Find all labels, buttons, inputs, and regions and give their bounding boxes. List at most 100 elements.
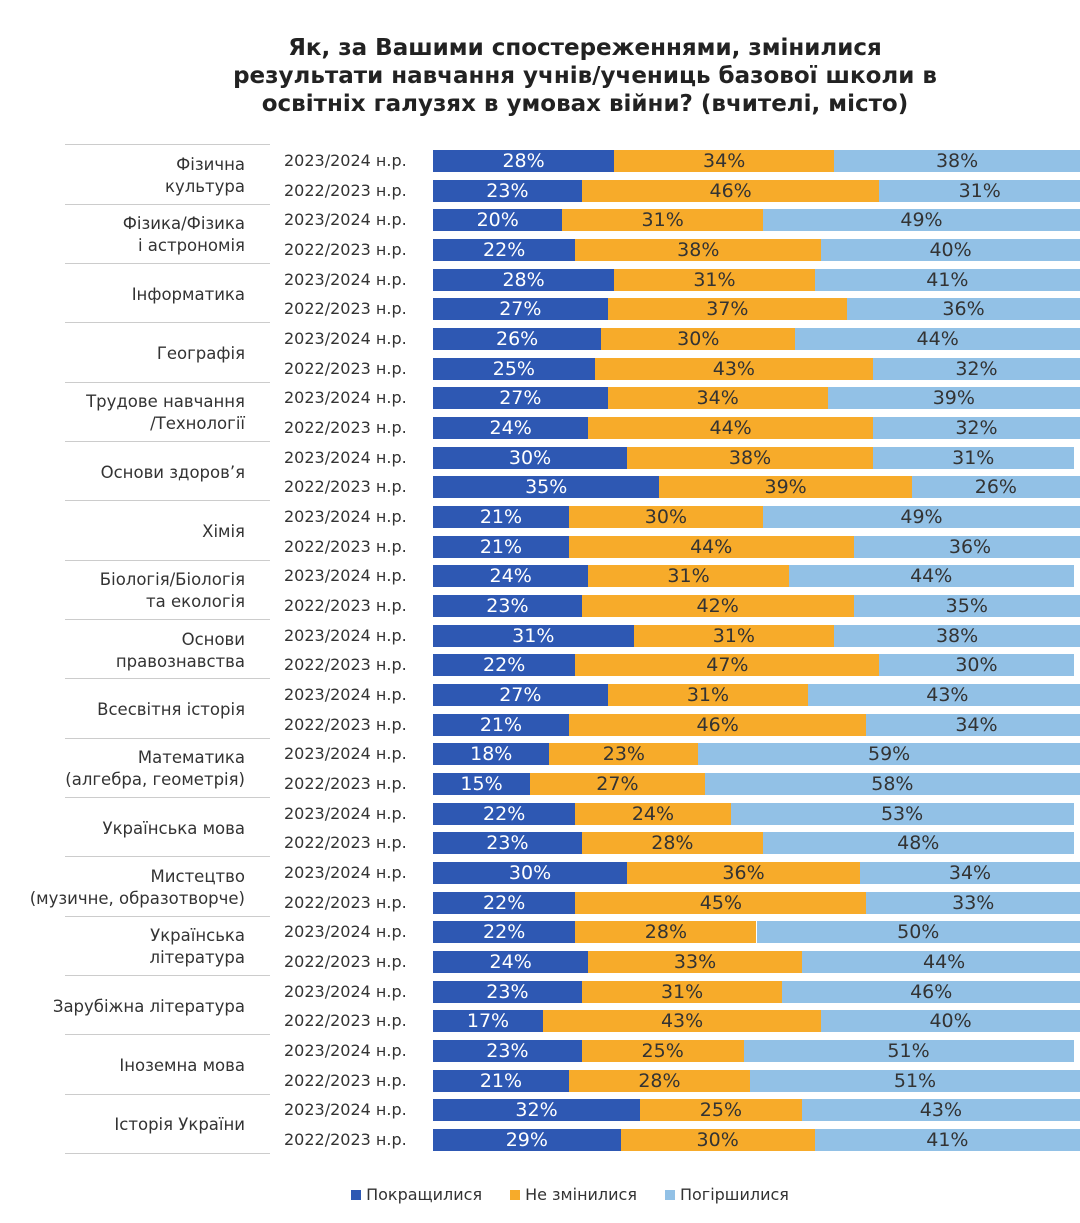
bar-segment: 22% (433, 654, 576, 677)
value-label: 27% (499, 298, 542, 321)
value-label: 40% (929, 239, 972, 261)
bar-segment: 36% (627, 862, 860, 885)
bar-segment: 43% (808, 684, 1080, 707)
value-label: 49% (900, 506, 943, 529)
bar-segment: 31% (879, 179, 1080, 202)
value-label: 23% (602, 743, 645, 766)
subject-label: Основи правознавства (115, 629, 245, 671)
bar-segment: 51% (743, 1040, 1074, 1063)
bar-segment: 30% (568, 506, 763, 529)
value-label: 24% (489, 565, 532, 588)
subject-label: Фізична культура (165, 154, 245, 196)
bar-segment: 40% (821, 1010, 1080, 1033)
bar-segment: 31% (633, 624, 835, 647)
bar-segment: 45% (575, 891, 867, 914)
bar-segment: 38% (627, 446, 873, 469)
value-label: 33% (673, 951, 717, 974)
value-label: 43% (926, 684, 969, 707)
bar-segment: 31% (614, 268, 815, 291)
bar-segment: 43% (542, 1010, 822, 1033)
value-label: 23% (486, 595, 529, 618)
period-label: 2022/2023 н.р. (284, 358, 407, 378)
value-label: 30% (508, 862, 552, 885)
value-label: 30% (696, 1129, 739, 1152)
period-label: 2023/2024 н.р. (284, 388, 407, 408)
bar-segment: 35% (433, 476, 660, 499)
bar-segment: 49% (762, 506, 1080, 529)
bar-segment: 24% (433, 951, 589, 974)
legend-label: Покращилися (366, 1185, 483, 1204)
bar-segment: 33% (588, 951, 802, 974)
bar-segment: 43% (594, 357, 873, 380)
value-label: 34% (696, 387, 739, 410)
period-label: 2023/2024 н.р. (284, 210, 407, 230)
bar-segment: 33% (866, 891, 1080, 914)
period-label: 2022/2023 н.р. (284, 1130, 407, 1150)
period-label: 2023/2024 н.р. (284, 685, 407, 705)
bar-segment: 59% (698, 743, 1080, 766)
separator (65, 678, 270, 680)
value-label: 26% (974, 476, 1017, 499)
value-label: 28% (651, 832, 694, 855)
value-label: 23% (486, 980, 529, 1003)
subject-label: Іноземна мова (119, 1055, 245, 1075)
bar-segment: 28% (433, 150, 615, 172)
legend-label: Погіршилися (679, 1185, 789, 1204)
bar-segment: 31% (588, 565, 789, 588)
period-label: 2023/2024 н.р. (284, 269, 407, 289)
separator (65, 796, 270, 798)
period-label: 2022/2023 н.р. (284, 536, 407, 556)
separator (65, 144, 270, 146)
value-label: 36% (942, 298, 985, 321)
bar-segment: 17% (433, 1010, 543, 1033)
bar-segment: 21% (433, 506, 569, 529)
value-label: 59% (868, 743, 911, 766)
value-label: 28% (502, 268, 545, 291)
value-label: 51% (893, 1069, 937, 1092)
value-label: 38% (935, 624, 979, 647)
bar-segment: 25% (433, 357, 595, 380)
bar-segment: 44% (788, 565, 1074, 588)
bar-segment: 30% (620, 1129, 815, 1152)
subject-label: Всесвітня історія (97, 699, 245, 719)
value-label: 44% (690, 535, 733, 558)
bar-segment: 46% (782, 980, 1080, 1003)
legend: Покращилися Не змінилися Погіршилися (0, 1185, 1080, 1204)
subject-label: Трудове навчання /Технології (86, 392, 245, 434)
period-label: 2023/2024 н.р. (284, 329, 407, 349)
value-label: 39% (764, 476, 807, 499)
bar-segment: 31% (872, 446, 1074, 469)
bar-segment: 58% (704, 773, 1080, 796)
bar-segment: 22% (433, 891, 576, 914)
value-label: 43% (919, 1099, 962, 1122)
bar-segment: 27% (530, 773, 705, 796)
bar-segment: 44% (795, 328, 1080, 351)
value-label: 15% (460, 773, 503, 796)
value-label: 23% (486, 832, 529, 855)
value-label: 32% (515, 1099, 558, 1122)
value-label: 26% (495, 328, 539, 351)
subject-label: Зарубіжна література (52, 996, 245, 1016)
period-label: 2023/2024 н.р. (284, 625, 407, 645)
value-label: 40% (929, 1010, 972, 1033)
value-label: 44% (709, 417, 752, 440)
bar-segment: 23% (433, 179, 582, 202)
period-label: 2022/2023 н.р. (284, 240, 407, 259)
bar-segment: 41% (814, 1129, 1080, 1152)
value-label: 25% (699, 1099, 743, 1122)
value-label: 43% (660, 1010, 704, 1033)
bar-segment: 46% (568, 713, 867, 736)
bar-segment: 22% (433, 802, 576, 825)
value-label: 21% (479, 535, 523, 558)
bar-segment: 27% (433, 387, 608, 410)
value-label: 30% (644, 506, 688, 529)
value-label: 31% (660, 980, 704, 1003)
period-label: 2022/2023 н.р. (284, 596, 407, 616)
legend-swatch (664, 1189, 675, 1200)
value-label: 50% (897, 921, 940, 944)
bar-segment: 26% (433, 328, 602, 351)
bar-segment: 23% (433, 595, 582, 618)
bar-segment: 23% (433, 1040, 582, 1063)
value-label: 30% (508, 446, 552, 469)
